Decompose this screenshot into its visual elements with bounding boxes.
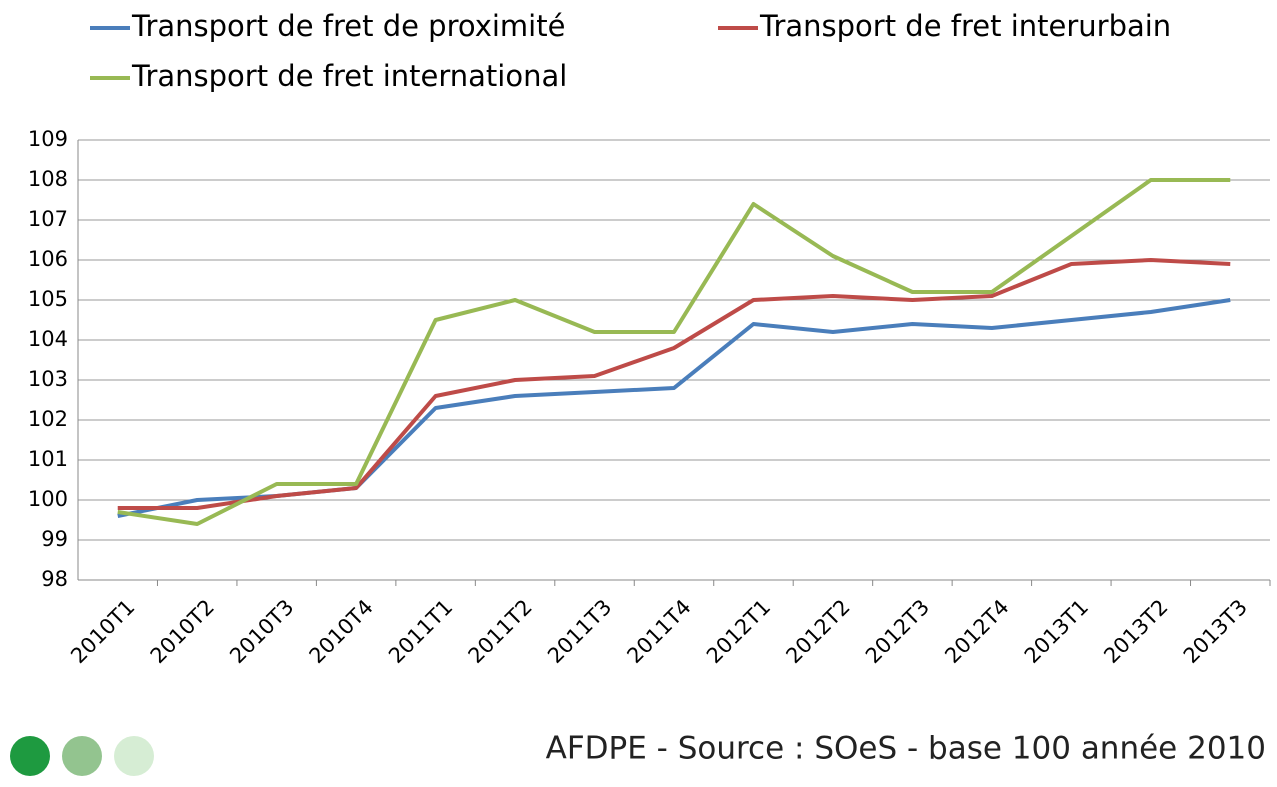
decor-dot (10, 736, 50, 776)
x-tick-label: 2013T1 (1020, 595, 1093, 668)
x-tick-label: 2012T4 (940, 595, 1013, 668)
legend-label: Transport de fret de proximité (131, 9, 565, 43)
series-line (117, 178, 1231, 526)
x-tick-label: 2013T3 (1179, 595, 1252, 668)
source: AFDPE - Source : SOeS - base 100 année 2… (546, 731, 1266, 767)
legend-label: Transport de fret international (131, 59, 567, 93)
x-tick-label: 2011T3 (543, 595, 616, 668)
y-tick-label: 106 (28, 247, 68, 271)
y-tick-label: 100 (28, 487, 68, 511)
x-tick-label: 2011T1 (384, 595, 457, 668)
x-tick-label: 2011T4 (622, 595, 695, 668)
y-tick-label: 98 (41, 567, 68, 591)
y-tick-label: 99 (41, 527, 68, 551)
decor-dot (62, 736, 102, 776)
series-line (117, 258, 1231, 510)
y-tick-label: 101 (28, 447, 68, 471)
x-tick-label: 2010T1 (66, 595, 139, 668)
x-tick-label: 2010T3 (225, 595, 298, 668)
x-tick-label: 2010T4 (305, 595, 378, 668)
y-tick-label: 104 (28, 327, 68, 351)
y-tick-label: 103 (28, 367, 68, 391)
x-tick-label: 2012T2 (781, 595, 854, 668)
legend-label: Transport de fret interurbain (759, 9, 1171, 43)
x-tick-label: 2010T2 (146, 595, 219, 668)
y-tick-label: 109 (28, 127, 68, 151)
y-tick-label: 107 (28, 207, 68, 231)
y-tick-label: 108 (28, 167, 68, 191)
y-tick-label: 102 (28, 407, 68, 431)
decor-dot (114, 736, 154, 776)
x-tick-label: 2012T1 (702, 595, 775, 668)
y-tick-label: 105 (28, 287, 68, 311)
x-tick-label: 2013T2 (1099, 595, 1172, 668)
x-tick-label: 2011T2 (464, 595, 537, 668)
x-tick-label: 2012T3 (861, 595, 934, 668)
